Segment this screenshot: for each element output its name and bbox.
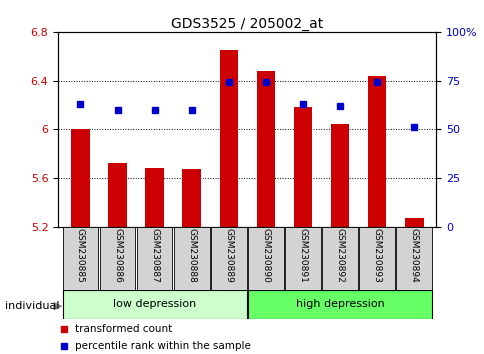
Bar	[359, 227, 394, 290]
Text: percentile rank within the sample: percentile rank within the sample	[75, 341, 251, 351]
Bar	[367, 76, 386, 227]
Bar	[100, 227, 135, 290]
Text: GSM230890: GSM230890	[261, 228, 270, 283]
Bar	[62, 290, 246, 319]
Bar	[395, 227, 431, 290]
Bar	[71, 129, 90, 227]
Bar	[248, 227, 283, 290]
Bar	[182, 169, 200, 227]
Bar	[174, 227, 209, 290]
Bar	[293, 107, 312, 227]
Bar	[145, 168, 164, 227]
Bar	[321, 227, 357, 290]
Bar	[404, 218, 423, 227]
Text: GSM230889: GSM230889	[224, 228, 233, 283]
Text: GSM230886: GSM230886	[113, 228, 122, 283]
Text: high depression: high depression	[295, 299, 384, 309]
Title: GDS3525 / 205002_at: GDS3525 / 205002_at	[171, 17, 323, 31]
Bar	[62, 227, 98, 290]
Text: GSM230885: GSM230885	[76, 228, 85, 283]
Text: GSM230888: GSM230888	[187, 228, 196, 283]
Text: individual: individual	[5, 301, 59, 311]
Bar	[248, 290, 431, 319]
Bar	[211, 227, 246, 290]
Text: GSM230894: GSM230894	[409, 228, 418, 283]
Text: GSM230893: GSM230893	[372, 228, 381, 283]
Bar	[256, 71, 274, 227]
Text: GSM230892: GSM230892	[335, 228, 344, 283]
Text: GSM230887: GSM230887	[150, 228, 159, 283]
Bar	[108, 163, 126, 227]
Text: low depression: low depression	[113, 299, 196, 309]
Text: transformed count: transformed count	[75, 324, 172, 333]
Bar	[219, 50, 238, 227]
Bar	[136, 227, 172, 290]
Bar	[285, 227, 320, 290]
Text: GSM230891: GSM230891	[298, 228, 307, 283]
Bar	[330, 124, 348, 227]
